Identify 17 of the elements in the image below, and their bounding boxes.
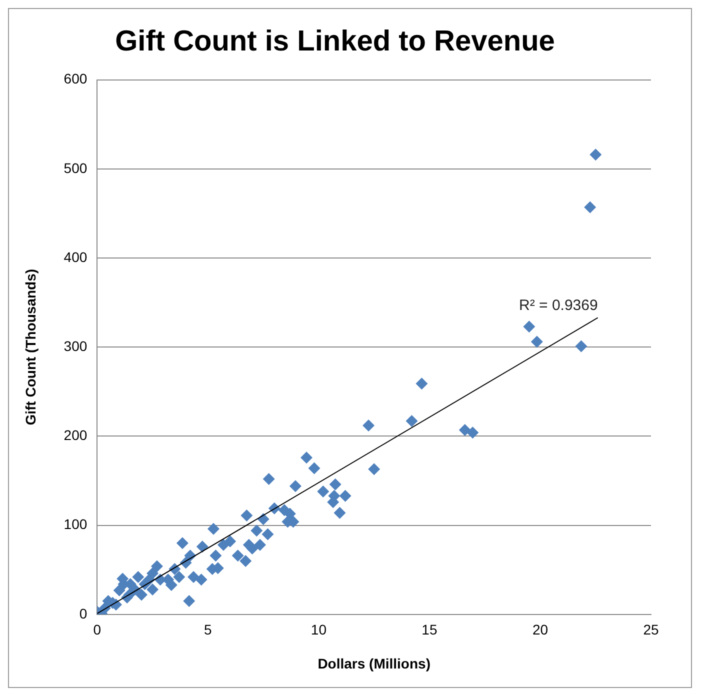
y-axis-title: Gift Count (Thousands)	[22, 268, 38, 426]
y-tick-label: 300	[64, 338, 88, 354]
x-tick-label: 15	[422, 622, 438, 638]
y-tick-label: 0	[79, 605, 88, 622]
x-tick-label: 10	[310, 622, 327, 638]
y-tick-label: 200	[64, 427, 88, 444]
y-tick-label: 500	[64, 160, 88, 176]
y-tick-label: 100	[64, 516, 88, 532]
x-tick-label: 0	[93, 622, 102, 638]
y-tick-label: 400	[64, 248, 88, 265]
chart-title: Gift Count is Linked to Revenue	[115, 25, 555, 58]
y-tick-label: 600	[64, 70, 88, 87]
x-tick-label: 5	[204, 622, 212, 638]
x-tick-label: 25	[643, 622, 659, 638]
annotation: R² = 0.9369	[519, 296, 598, 314]
x-axis-title: Dollars (Millions)	[318, 655, 430, 672]
x-tick-label: 20	[532, 622, 548, 638]
